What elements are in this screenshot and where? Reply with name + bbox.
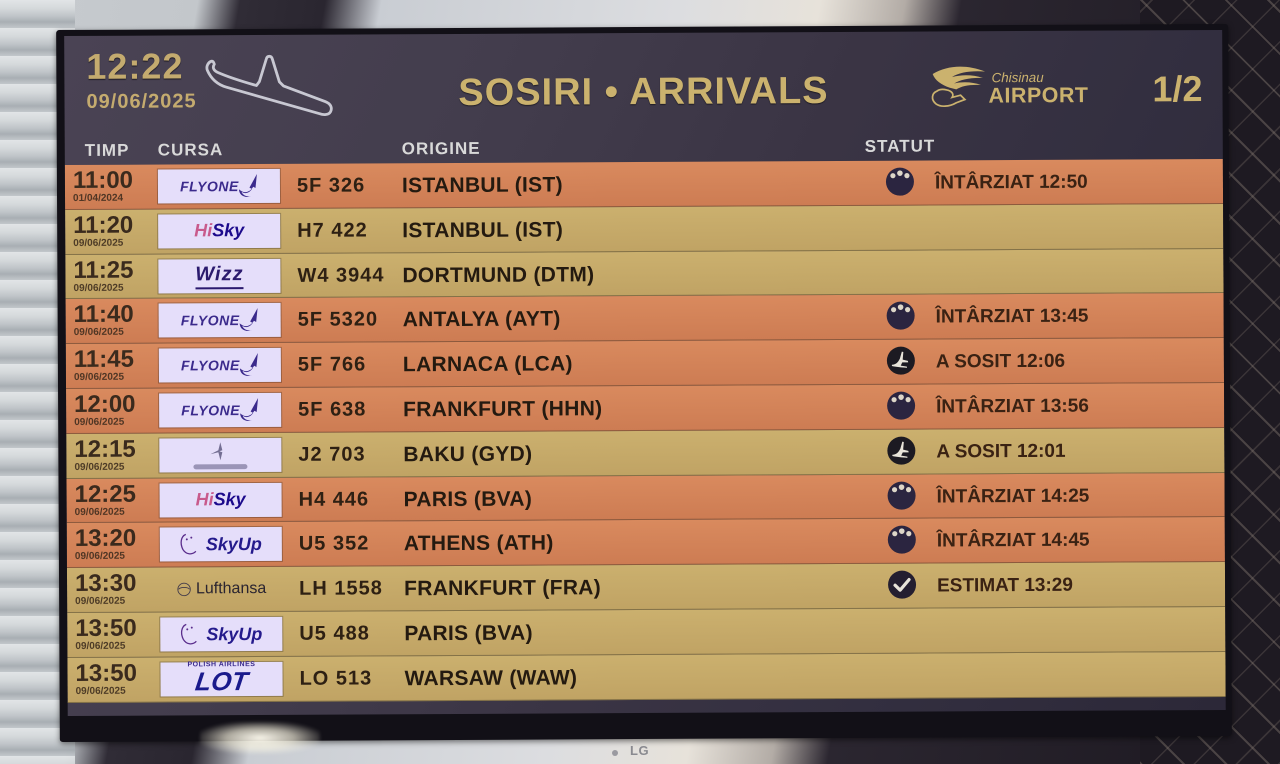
svg-text:AIRPORT: AIRPORT	[988, 83, 1088, 108]
